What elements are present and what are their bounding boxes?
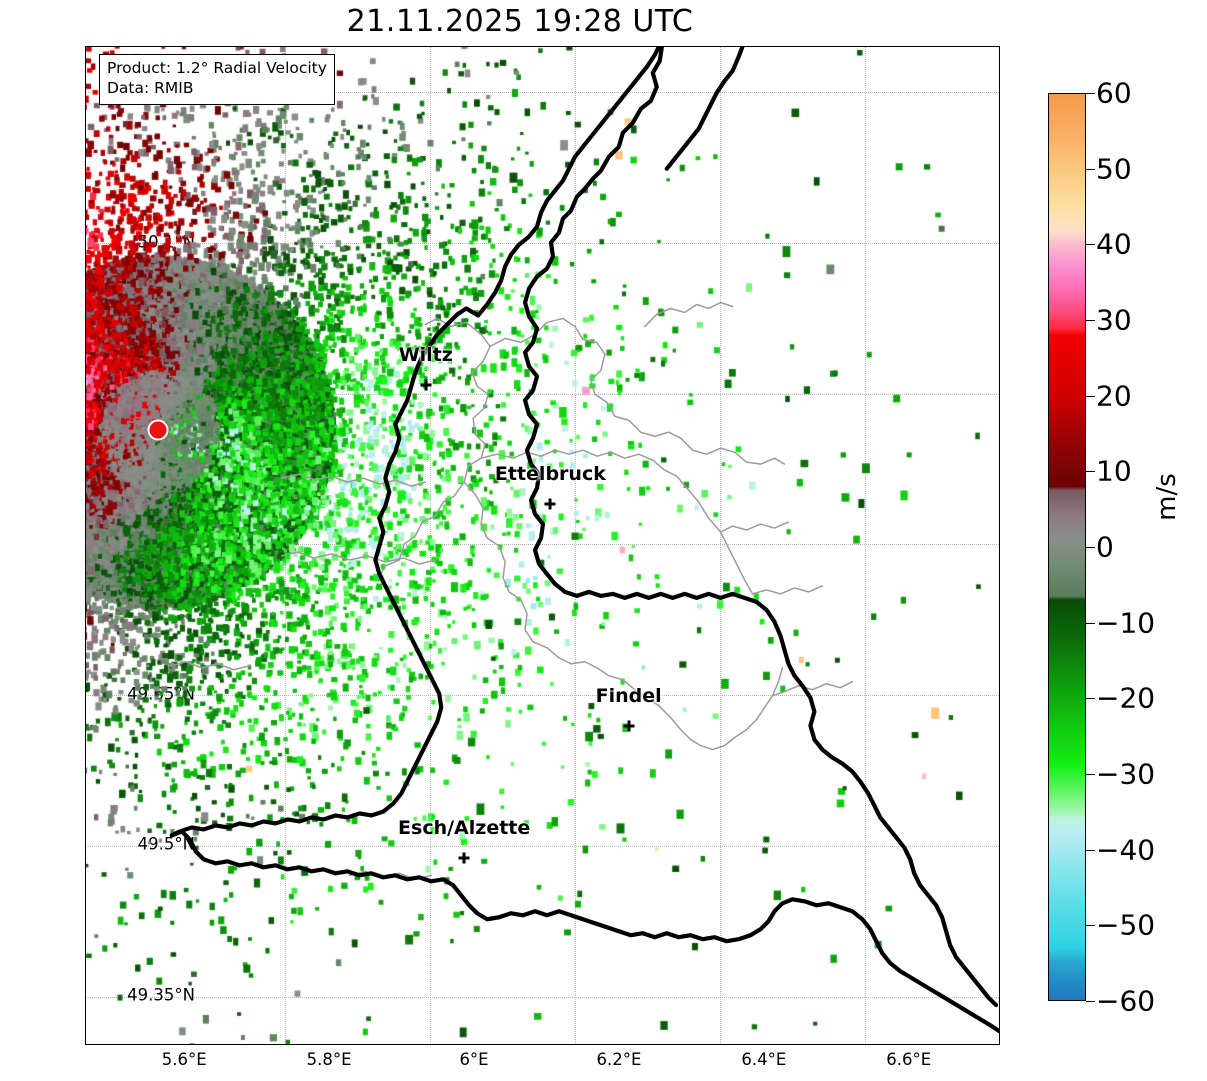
city-marker-icon: [623, 720, 635, 732]
radar-echo-layer: [86, 47, 999, 1044]
colorbar-tick-label: −60: [1096, 984, 1156, 1018]
city-label-findel: Findel: [595, 685, 662, 708]
x-axis-tick: 6.2°E: [596, 1050, 642, 1069]
city-label-ettelbruck: Ettelbruck: [494, 463, 606, 486]
colorbar-tick-mark: [1086, 1001, 1095, 1002]
colorbar-tick-label: −10: [1096, 606, 1156, 640]
colorbar-tick-mark: [1086, 168, 1095, 170]
colorbar-tick-mark: [1086, 244, 1095, 246]
x-axis-tick: 5.6°E: [161, 1050, 207, 1069]
colorbar-tick-label: 10: [1096, 454, 1132, 488]
info-data-line: Data: RMIB: [107, 78, 194, 97]
page-title: 21.11.2025 19:28 UTC: [346, 4, 694, 39]
info-product-line: Product: 1.2° Radial Velocity: [107, 59, 327, 77]
colorbar-tick-mark: [1086, 547, 1095, 548]
x-axis-tick: 6.6°E: [886, 1050, 932, 1069]
colorbar-tick-mark: [1086, 925, 1095, 927]
x-axis-tick: 6°E: [459, 1050, 489, 1069]
city-label-esch-alzette: Esch/Alzette: [398, 816, 531, 839]
colorbar-tick-mark: [1086, 698, 1095, 700]
colorbar-tick-mark: [1086, 849, 1095, 851]
colorbar-tick-label: −50: [1096, 908, 1156, 942]
city-marker-icon: [420, 379, 432, 391]
colorbar-tick-mark: [1086, 622, 1095, 624]
x-axis-tick: 6.4°E: [741, 1050, 787, 1069]
city-marker-icon: [458, 852, 470, 864]
colorbar-tick-mark: [1086, 395, 1095, 397]
colorbar-tick-label: 0: [1096, 530, 1114, 564]
radar-site-marker: [147, 419, 169, 441]
colorbar-tick-label: 50: [1096, 152, 1132, 186]
city-marker-icon: [544, 498, 556, 510]
colorbar-tick-label: 40: [1096, 227, 1132, 261]
colorbar-tick-label: 60: [1096, 76, 1132, 110]
city-label-wiltz: Wiltz: [398, 343, 453, 366]
colorbar-tick-label: −20: [1096, 681, 1156, 715]
colorbar-tick-mark: [1086, 471, 1095, 473]
map-plot-area[interactable]: Wiltz Ettelbruck Findel Esch/Alzette Produc…: [85, 46, 1000, 1045]
x-axis-tick: 5.8°E: [306, 1050, 352, 1069]
colorbar-gradient: [1049, 94, 1085, 1000]
colorbar[interactable]: [1048, 93, 1086, 1001]
colorbar-tick-label: −40: [1096, 833, 1156, 867]
colorbar-tick-mark: [1086, 320, 1095, 321]
map-clip: Wiltz Ettelbruck Findel Esch/Alzette: [86, 47, 999, 1044]
colorbar-tick-label: 30: [1096, 303, 1132, 337]
colorbar-tick-label: −30: [1096, 757, 1156, 791]
colorbar-tick-mark: [1086, 774, 1095, 775]
colorbar-tick-label: 20: [1096, 379, 1132, 413]
product-info-box: Product: 1.2° Radial Velocity Data: RMIB: [99, 54, 335, 105]
colorbar-tick-mark: [1086, 93, 1095, 94]
colorbar-unit-label: m/s: [1152, 473, 1182, 521]
